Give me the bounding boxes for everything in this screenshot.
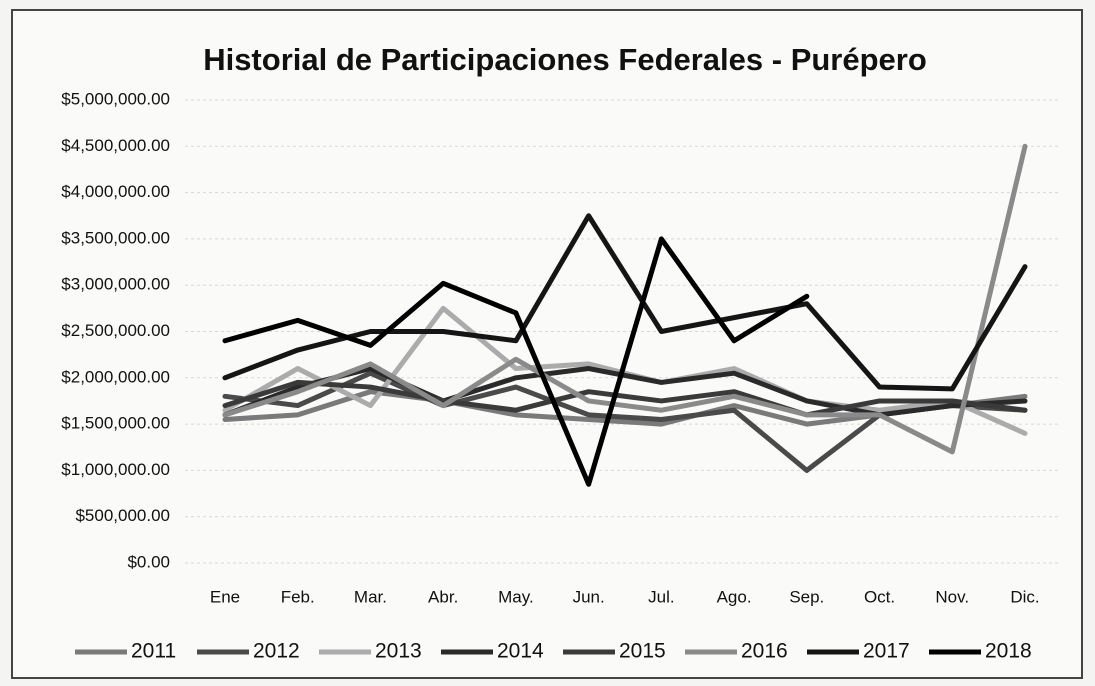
x-tick-label: Nov. — [935, 587, 969, 606]
y-tick-label: $1,500,000.00 — [61, 414, 170, 433]
series-line — [222, 379, 1028, 418]
x-tick-label: Jun. — [573, 587, 605, 606]
legend-label: 2013 — [375, 640, 422, 663]
chart-title: Historial de Participaciones Federales -… — [203, 42, 927, 77]
x-tick-label: Sep. — [789, 587, 824, 606]
series-line — [222, 143, 1028, 455]
y-tick-label: $1,000,000.00 — [61, 460, 170, 479]
x-tick-label: Dic. — [1010, 587, 1039, 606]
x-tick-label: Ene — [210, 587, 240, 606]
legend-label: 2018 — [985, 640, 1032, 663]
x-tick-label: Jul. — [648, 587, 674, 606]
x-tick-label: Feb. — [281, 587, 315, 606]
x-tick-label: Mar. — [354, 587, 387, 606]
chart-frame — [11, 9, 1083, 679]
x-tick-label: Oct. — [864, 587, 895, 606]
y-tick-label: $3,500,000.00 — [61, 228, 170, 247]
y-tick-label: $2,000,000.00 — [61, 367, 170, 386]
x-tick-label: May. — [498, 587, 534, 606]
legend-label: 2015 — [619, 640, 666, 663]
y-tick-label: $4,000,000.00 — [61, 182, 170, 201]
y-tick-label: $4,500,000.00 — [61, 136, 170, 155]
y-tick-label: $2,500,000.00 — [61, 321, 170, 340]
x-tick-label: Ago. — [717, 587, 752, 606]
y-tick-label: $5,000,000.00 — [61, 89, 170, 108]
series-line — [222, 213, 1028, 392]
legend-label: 2017 — [863, 640, 910, 663]
series-line — [222, 366, 1028, 418]
legend-label: 2016 — [741, 640, 788, 663]
x-tick-label: Abr. — [428, 587, 458, 606]
y-tick-label: $3,000,000.00 — [61, 275, 170, 294]
y-tick-label: $0.00 — [127, 552, 170, 571]
legend-label: 2012 — [253, 640, 300, 663]
legend-label: 2011 — [131, 640, 176, 663]
legend-label: 2014 — [497, 640, 544, 663]
series-line — [222, 236, 810, 487]
y-tick-label: $500,000.00 — [75, 506, 170, 525]
